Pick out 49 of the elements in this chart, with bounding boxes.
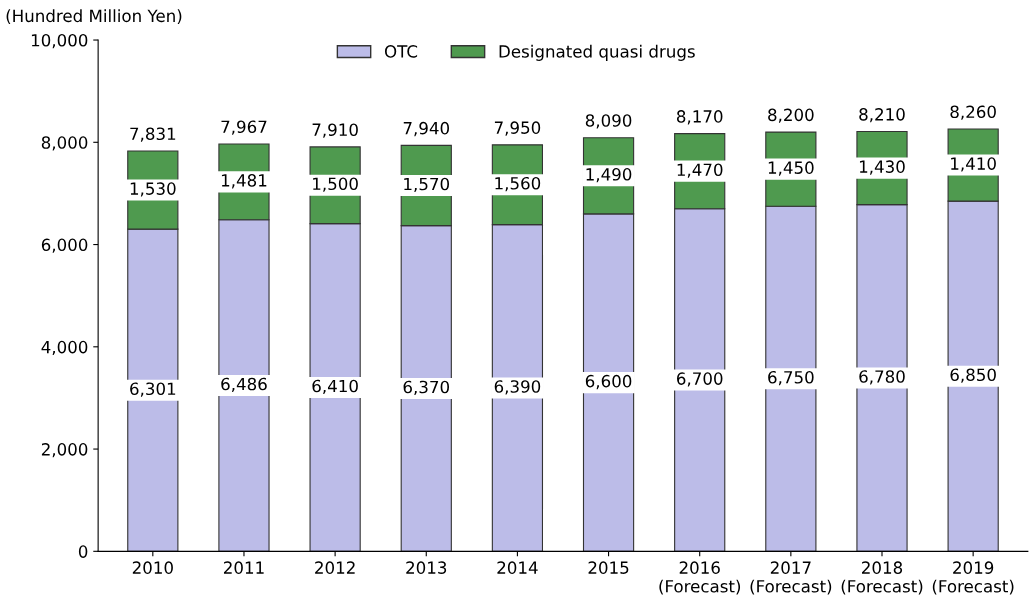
x-tick-label: 2015 xyxy=(588,561,629,574)
total-label: 8,260 xyxy=(950,105,996,120)
data-label: 1,430 xyxy=(859,160,905,175)
y-axis-title: (Hundred Million Yen) xyxy=(6,9,182,25)
data-label: 6,750 xyxy=(768,370,814,386)
data-label: 1,560 xyxy=(495,176,541,192)
y-tick-label: 0 xyxy=(78,545,88,558)
data-label: 6,700 xyxy=(677,372,723,387)
total-label: 7,940 xyxy=(403,121,450,137)
total-label: 7,910 xyxy=(312,123,358,138)
data-label: 6,780 xyxy=(859,370,905,385)
total-label: 7,950 xyxy=(494,121,541,136)
data-label: 1,500 xyxy=(313,177,358,192)
y-tick-label: 4,000 xyxy=(41,340,88,356)
data-label: 6,850 xyxy=(950,368,996,383)
data-label: 6,410 xyxy=(312,379,358,394)
y-tick-label: 10,000 xyxy=(31,34,88,49)
x-tick-label: 2019 (Forecast) xyxy=(932,561,1014,595)
data-label: 1,481 xyxy=(221,174,267,189)
total-label: 7,831 xyxy=(130,127,176,142)
x-tick-label: 2017 (Forecast) xyxy=(750,561,832,595)
data-label: 6,370 xyxy=(403,380,450,396)
data-label: 1,470 xyxy=(677,163,723,178)
total-label: 8,090 xyxy=(585,114,632,129)
legend-label: OTC xyxy=(384,45,418,58)
y-tick-label: 2,000 xyxy=(41,443,88,458)
total-label: 8,170 xyxy=(676,110,723,125)
x-tick-label: 2018 (Forecast) xyxy=(841,561,923,595)
data-label: 6,600 xyxy=(585,374,632,390)
x-tick-label: 2013 xyxy=(406,561,447,574)
x-tick-label: 2012 xyxy=(315,561,355,574)
data-label: 1,570 xyxy=(404,177,450,193)
data-label: 1,530 xyxy=(130,182,176,197)
data-label: 1,450 xyxy=(768,161,814,176)
x-tick-label: 2010 xyxy=(132,561,173,574)
total-label: 8,200 xyxy=(768,108,814,123)
y-tick-label: 8,000 xyxy=(41,136,88,151)
data-label: 6,486 xyxy=(221,377,267,393)
data-label: 6,390 xyxy=(494,380,541,395)
x-tick-label: 2011 xyxy=(223,561,264,574)
x-tick-label: 2016 (Forecast) xyxy=(659,561,741,595)
legend-label: Designated quasi drugs xyxy=(499,44,695,61)
data-label: 1,410 xyxy=(951,157,996,172)
data-label: 6,301 xyxy=(130,382,176,397)
data-label: 1,490 xyxy=(586,168,632,183)
total-label: 7,967 xyxy=(221,120,267,135)
y-tick-label: 6,000 xyxy=(41,238,88,253)
total-label: 8,210 xyxy=(859,108,905,123)
x-tick-label: 2014 xyxy=(497,561,538,574)
